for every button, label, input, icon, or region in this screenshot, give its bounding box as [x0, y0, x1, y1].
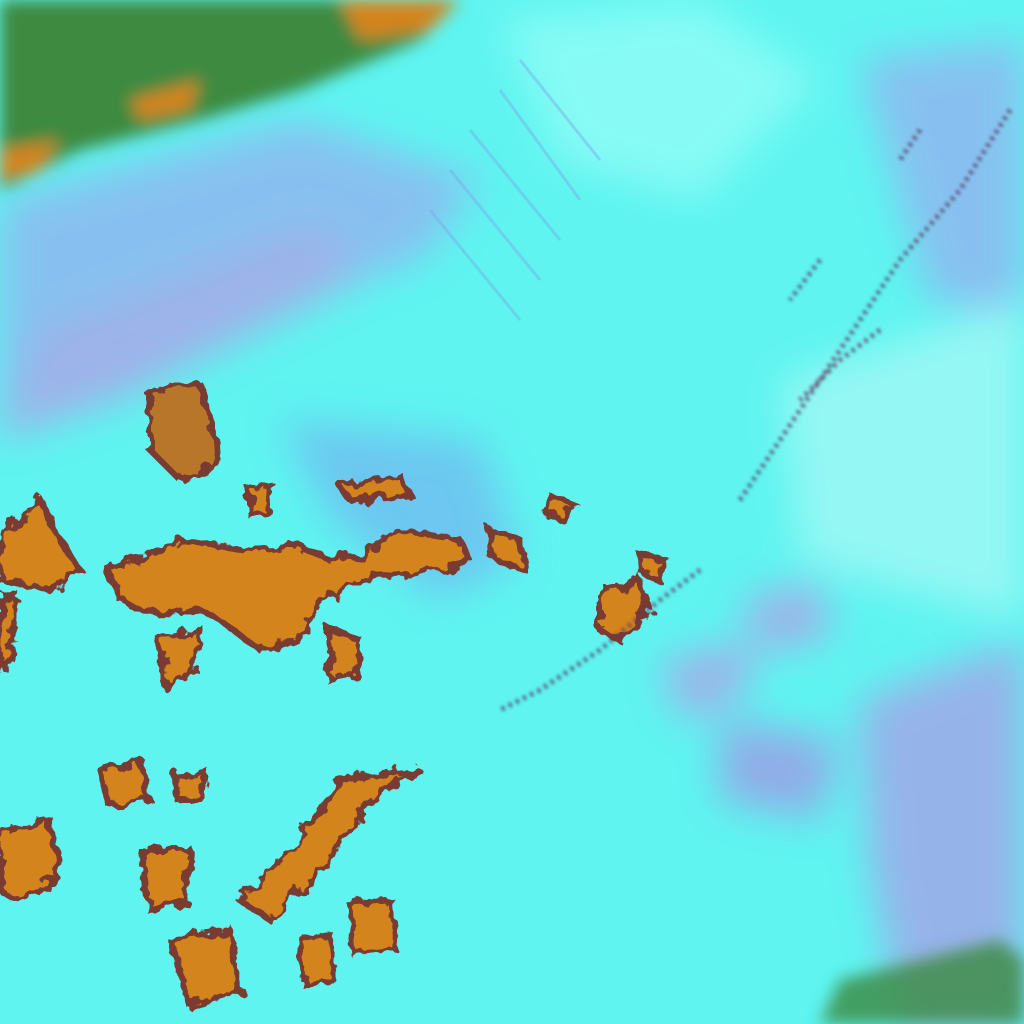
- cloud-edge-streaks: [498, 108, 1013, 713]
- terrain-patches: [0, 381, 669, 1009]
- wave-cloud-bands: [428, 59, 602, 321]
